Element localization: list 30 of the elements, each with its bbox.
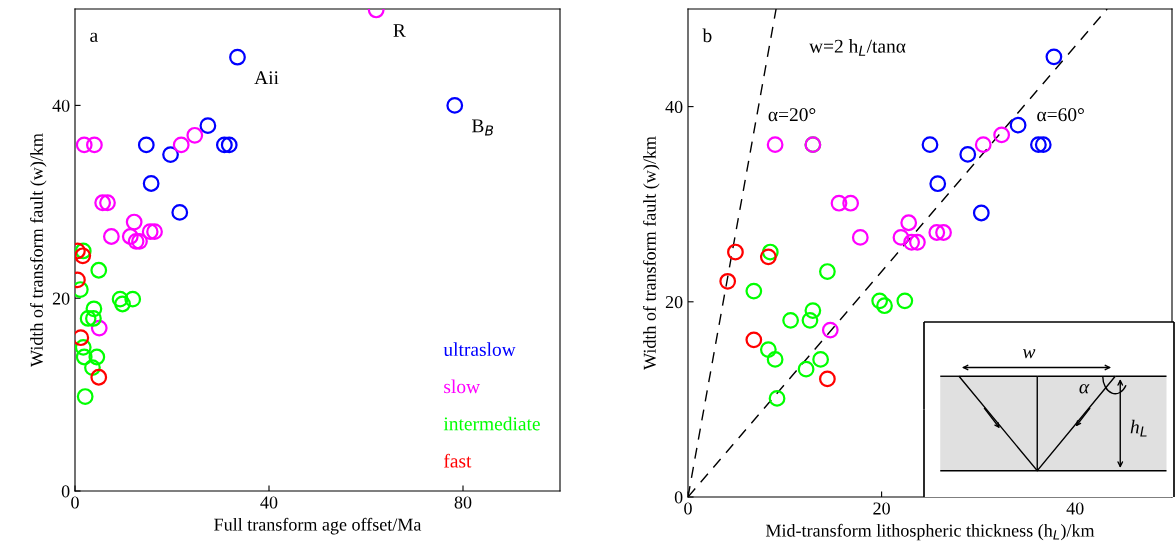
x-axis-title: Mid-transform lithospheric thickness (h$_{L}$)/km (765, 523, 1095, 541)
x-tick-label: 0 (684, 502, 692, 515)
x-tick-label: 40 (1066, 502, 1084, 515)
y-tick-label: 40 (52, 99, 70, 112)
y-tick-label: 20 (665, 296, 683, 309)
x-tick-label: 20 (873, 502, 890, 515)
annotation: h$_{L}$ (1130, 419, 1147, 437)
y-axis-title: Width of transform fault (w)/km (642, 136, 660, 370)
annotation: R (393, 24, 406, 37)
annotation: w (1022, 349, 1036, 359)
text: slow (444, 379, 481, 394)
annotation: Aii (254, 71, 279, 85)
text: intermediate (443, 416, 540, 431)
text: a (90, 32, 98, 42)
annotation: α (1079, 384, 1090, 394)
y-tick-label: 20 (52, 292, 70, 305)
text: ultraslow (443, 342, 516, 357)
x-tick-label: 40 (260, 496, 278, 509)
x-tick-label: 0 (71, 496, 79, 509)
annotation: α=20° (768, 108, 816, 122)
annotation: w=2 h$_{L}$/tanα (809, 39, 906, 56)
y-axis-title: Width of transform fault (w)/km (29, 133, 47, 367)
annotation: B$_{B}$ (471, 119, 494, 136)
x-tick-label: 80 (454, 496, 472, 509)
y-tick-label: 40 (665, 100, 683, 114)
x-axis-title: Full transform age offset/Ma (214, 517, 422, 535)
annotation: α=60° (1037, 108, 1084, 122)
text: b (702, 28, 712, 43)
text: fast (443, 453, 472, 468)
y-tick-label: 0 (61, 485, 70, 498)
